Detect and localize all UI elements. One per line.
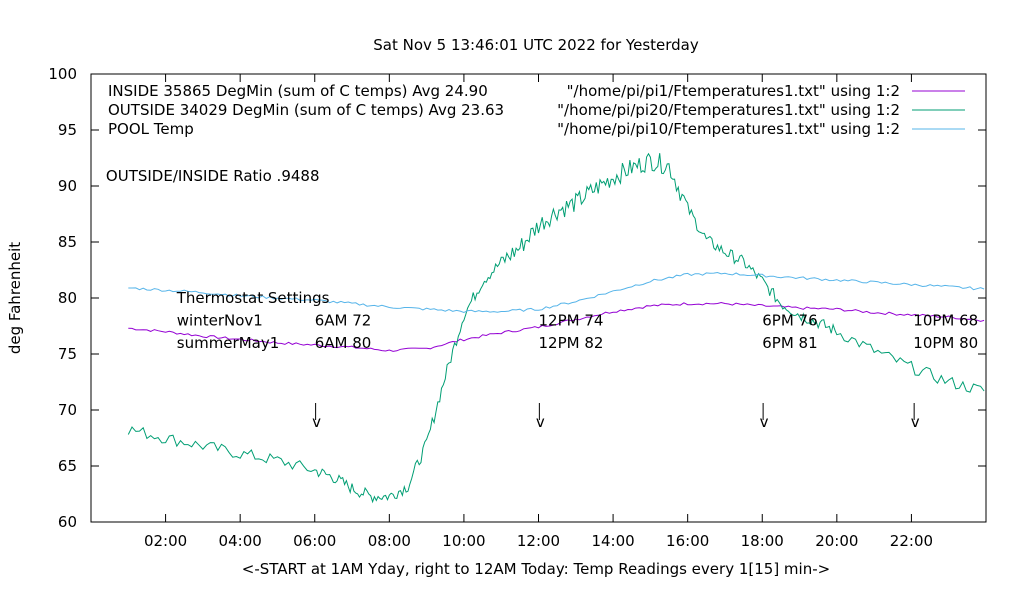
annotation-layer: OUTSIDE/INSIDE Ratio .9488 Thermostat Set… — [106, 167, 978, 352]
legend: INSIDE 35865 DegMin (sum of C temps) Avg… — [108, 82, 965, 138]
legend-label: OUTSIDE 34029 DegMin (sum of C temps) Av… — [108, 101, 504, 119]
x-tick-label: 18:00 — [741, 532, 784, 550]
legend-series-name: "/home/pi/pi1/Ftemperatures1.txt" using … — [567, 82, 900, 100]
annotation-text: 12PM 82 — [539, 334, 604, 352]
annotation-text: winterNov1 — [177, 311, 263, 329]
x-axis-label: <-START at 1AM Yday, right to 12AM Today… — [242, 560, 830, 578]
series-line-2 — [128, 271, 985, 314]
x-tick-label: 10:00 — [442, 532, 485, 550]
y-tick-label: 60 — [58, 513, 77, 531]
x-tick-label: 04:00 — [219, 532, 262, 550]
legend-series-name: "/home/pi/pi20/Ftemperatures1.txt" using… — [557, 101, 900, 119]
annotation-text: summerMay1 — [177, 334, 279, 352]
annotation-text: 12PM 74 — [539, 311, 604, 329]
annotation-text: 6AM 72 — [315, 311, 372, 329]
x-tick-label: 12:00 — [517, 532, 560, 550]
y-tick-label: 100 — [48, 65, 77, 83]
annotation-text: 6PM 76 — [762, 311, 817, 329]
legend-label: INSIDE 35865 DegMin (sum of C temps) Avg… — [108, 82, 488, 100]
y-tick-label: 80 — [58, 289, 77, 307]
y-tick-label: 75 — [58, 345, 77, 363]
x-tick-label: 14:00 — [591, 532, 634, 550]
time-marker-label: v — [911, 413, 920, 431]
series-line-1 — [127, 152, 985, 504]
x-tick-label: 16:00 — [666, 532, 709, 550]
x-tick-label: 06:00 — [293, 532, 336, 550]
y-tick-label: 90 — [58, 177, 77, 195]
y-tick-label: 85 — [58, 233, 77, 251]
chart-title: Sat Nov 5 13:46:01 UTC 2022 for Yesterda… — [373, 36, 699, 54]
annotation-text: Thermostat Settings — [176, 289, 330, 307]
x-tick-label: 22:00 — [890, 532, 933, 550]
time-marker-label: v — [312, 413, 321, 431]
y-axis-label: deg Fahrenheit — [6, 242, 24, 354]
annotation-text: 10PM 80 — [913, 334, 978, 352]
y-tick-label: 65 — [58, 457, 77, 475]
y-tick-label: 95 — [58, 121, 77, 139]
x-tick-label: 02:00 — [144, 532, 187, 550]
x-tick-label: 20:00 — [815, 532, 858, 550]
time-marker-label: v — [536, 413, 545, 431]
time-marker-label: v — [760, 413, 769, 431]
y-tick-label: 70 — [58, 401, 77, 419]
series-layer — [127, 152, 985, 504]
x-axis: 02:00 04:00 06:00 08:00 10:00 12:00 14:00 16:00… — [144, 74, 933, 550]
legend-label: POOL Temp — [108, 120, 194, 138]
series-line-0 — [128, 301, 985, 352]
legend-series-name: "/home/pi/pi10/Ftemperatures1.txt" using… — [557, 120, 900, 138]
annotation-text: OUTSIDE/INSIDE Ratio .9488 — [106, 167, 320, 185]
annotation-text: 6AM 80 — [315, 334, 372, 352]
annotation-text: 10PM 68 — [913, 311, 978, 329]
annotation-text: 6PM 81 — [762, 334, 817, 352]
x-tick-label: 08:00 — [368, 532, 411, 550]
y-axis: 60 65 70 75 80 85 90 95 100 — [48, 65, 986, 531]
